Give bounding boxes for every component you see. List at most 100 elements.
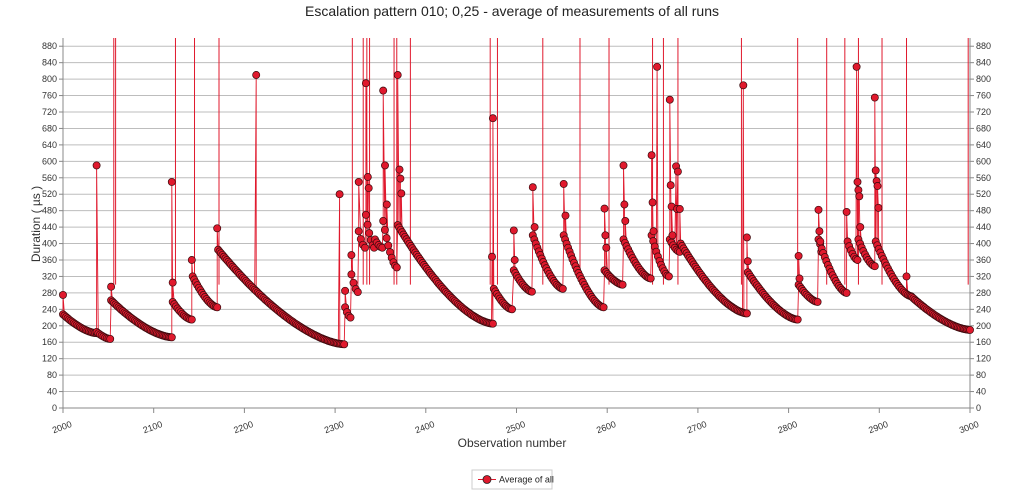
x-tick-label: 2500 <box>504 419 526 435</box>
x-tick-label: 2800 <box>776 419 798 435</box>
x-axis: 2000 2100 2200 2300 2400 2500 2600 2700 2800 2900… <box>51 408 980 435</box>
data-point <box>361 210 370 219</box>
data-point <box>742 233 751 242</box>
data-point <box>382 234 391 243</box>
y-tick-label-right: 240 <box>976 304 991 314</box>
data-point <box>621 216 630 225</box>
data-point <box>619 161 628 170</box>
x-tick-label: 2600 <box>595 419 617 435</box>
y-tick-label: 80 <box>47 370 57 380</box>
data-point <box>873 182 882 190</box>
data-point <box>559 179 568 188</box>
data-point <box>870 93 879 102</box>
x-axis-label: Observation number <box>458 436 567 450</box>
y-tick-label: 640 <box>42 140 57 150</box>
y-tick-label: 720 <box>42 107 57 117</box>
data-point <box>853 256 862 264</box>
data-point <box>813 297 822 306</box>
data-point <box>167 333 176 342</box>
legend-marker <box>482 475 492 484</box>
data-point <box>647 151 656 160</box>
data-point <box>396 174 405 183</box>
y-tick-label: 800 <box>42 74 57 84</box>
y-tick-label: 160 <box>42 337 57 347</box>
data-point <box>364 184 373 193</box>
data-point <box>742 309 751 318</box>
y-tick-label: 560 <box>42 173 57 183</box>
y-tick-label: 520 <box>42 189 57 199</box>
y-tick-label-right: 80 <box>976 370 986 380</box>
y-axis-right: 0 40 80 120 160 200 240 280 320 360 400 440 480 520 56… <box>970 41 991 413</box>
data-point <box>379 216 388 225</box>
data-point <box>528 183 537 192</box>
data-point <box>870 262 879 271</box>
y-tick-label-right: 480 <box>976 206 991 216</box>
legend-label: Average of all <box>499 475 554 485</box>
data-point <box>842 288 851 297</box>
data-point <box>106 334 115 343</box>
data-point <box>335 190 344 199</box>
data-point <box>653 62 662 71</box>
data-point <box>509 226 518 235</box>
data-point <box>382 200 391 209</box>
data-point <box>353 288 362 297</box>
data-point <box>666 181 675 190</box>
data-point <box>842 207 851 216</box>
y-tick-label-right: 40 <box>976 387 986 397</box>
series-line <box>62 66 971 345</box>
data-point <box>814 205 823 214</box>
legend: Average of all <box>471 469 554 490</box>
y-tick-label: 320 <box>42 271 57 281</box>
data-point <box>743 257 752 266</box>
y-tick-label: 280 <box>42 288 57 298</box>
data-point <box>167 177 176 186</box>
data-point <box>365 229 374 238</box>
y-tick-label-right: 800 <box>976 74 991 84</box>
data-point <box>874 203 883 212</box>
y-tick-label-right: 0 <box>976 403 981 413</box>
x-tick-label: 2100 <box>142 419 164 435</box>
data-point <box>795 274 804 283</box>
data-point <box>649 227 658 236</box>
data-point <box>363 173 372 181</box>
data-point <box>213 224 222 233</box>
data-point <box>602 243 611 252</box>
data-point <box>347 251 356 260</box>
x-tick-label: 2300 <box>323 419 345 435</box>
data-point <box>530 223 539 232</box>
data-point <box>853 177 862 186</box>
y-tick-label-right: 760 <box>976 91 991 101</box>
y-tick-label: 440 <box>42 222 57 232</box>
y-tick-label-right: 520 <box>976 189 991 199</box>
y-tick-label-right: 440 <box>976 222 991 232</box>
y-tick-label-right: 160 <box>976 337 991 347</box>
data-point <box>966 325 974 334</box>
y-tick-label: 680 <box>42 123 57 133</box>
x-tick-label: 2400 <box>414 419 436 435</box>
data-point <box>601 231 610 240</box>
data-point <box>381 161 389 170</box>
data-point <box>340 340 349 349</box>
data-point <box>213 303 222 312</box>
data-point <box>739 81 748 90</box>
data-point <box>665 95 674 104</box>
y-tick-label: 120 <box>42 354 57 364</box>
data-point <box>361 79 370 88</box>
data-point <box>107 282 116 291</box>
y-tick-label-right: 200 <box>976 321 991 331</box>
y-tick-label-right: 280 <box>976 288 991 298</box>
data-point <box>341 286 350 295</box>
y-tick-label-right: 600 <box>976 156 991 166</box>
y-tick-label: 0 <box>52 403 57 413</box>
data-point <box>648 198 657 207</box>
data-point <box>620 200 629 209</box>
chart-title: Escalation pattern 010; 0,25 - average o… <box>305 3 719 19</box>
x-tick-label: 3000 <box>958 419 980 435</box>
data-point <box>397 189 406 198</box>
data-point <box>852 62 861 71</box>
y-axis-label: Duration ( µs ) <box>29 186 43 262</box>
data-point <box>363 220 372 229</box>
x-tick-label: 2700 <box>686 419 708 435</box>
data-point <box>488 319 497 328</box>
data-point <box>508 305 516 314</box>
